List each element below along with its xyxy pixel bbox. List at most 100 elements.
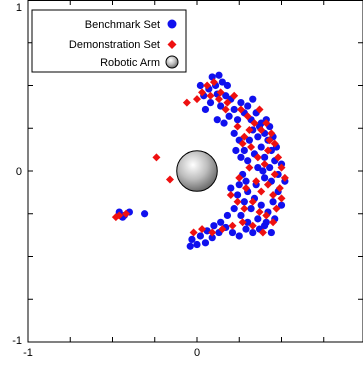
demonstration-point [275,184,284,193]
demonstration-point [252,177,261,186]
benchmark-point [230,105,238,114]
x-tick-label: -1 [23,347,33,359]
benchmark-point [266,163,274,172]
y-tick-label: 1 [16,2,22,14]
demonstration-point [165,175,174,184]
demonstration-point [223,98,232,107]
demonstration-point [255,208,264,217]
legend-label-demonstration: Demonstration Set [69,39,160,51]
benchmark-point [237,211,245,220]
benchmark-point [242,177,250,185]
benchmark-point [249,228,257,237]
benchmark-point [240,146,248,155]
demonstration-point [269,218,278,227]
benchmark-point [257,201,265,209]
demonstration-point [274,153,283,162]
legend-label-benchmark: Benchmark Set [85,19,160,31]
benchmark-point [217,218,225,226]
x-tick-label: 0 [194,347,200,359]
benchmark-point [269,198,277,206]
demonstration-point [260,160,269,169]
demonstration-point [240,132,249,141]
demonstration-point [208,228,217,237]
legend-marker-demonstration [167,40,177,49]
demonstration-point [152,153,161,162]
benchmark-point [235,181,243,189]
benchmark-point [141,210,149,218]
benchmark-point [233,116,242,124]
demonstration-point [206,91,215,100]
demonstration-point [236,105,245,114]
benchmark-point [230,129,238,137]
benchmark-point [244,157,252,165]
benchmark-point [196,81,204,90]
benchmark-point [262,218,270,226]
demonstration-point [250,119,259,128]
benchmark-point [237,153,245,161]
benchmark-point [254,163,262,172]
benchmark-point [249,95,257,103]
demonstration-point [198,88,207,97]
demonstration-point [280,173,289,182]
legend-marker-robotic-arm [165,55,179,69]
demonstration-point [228,221,237,230]
benchmark-point [257,143,265,151]
benchmark-point [233,191,242,199]
demonstration-point [240,204,249,213]
demonstration-point [248,197,257,206]
demonstration-point [216,88,225,97]
demonstration-point [242,184,251,193]
demonstration-point [221,105,230,114]
robotic-arm-sphere [176,150,218,192]
demonstration-point [189,228,198,237]
benchmark-point [186,242,194,250]
legend-box [31,9,187,73]
demonstration-point [262,119,271,128]
benchmark-point [188,235,196,243]
benchmark-point [244,102,252,110]
y-tick-label: -1 [12,335,22,347]
legend-label-robotic-arm: Robotic Arm [100,57,160,69]
demonstration-point [269,190,278,199]
benchmark-point [193,240,201,249]
demonstration-point [265,136,274,145]
benchmark-point [206,99,215,107]
benchmark-point [208,234,216,242]
y-tick-label: 0 [16,166,22,178]
demonstration-point [257,187,266,196]
demonstration-point [267,129,276,138]
demonstration-point [263,180,272,189]
benchmark-point [223,81,232,90]
demonstration-point [233,122,242,131]
demonstration-point [270,170,279,179]
demonstration-point [235,173,244,182]
demonstration-point [272,204,281,213]
benchmark-point [242,225,250,233]
demonstration-point [238,218,247,227]
benchmark-point [218,78,226,86]
demonstration-point [111,213,120,222]
benchmark-point [201,239,210,247]
demonstration-point [243,112,252,121]
legend-marker-benchmark [167,19,177,29]
demonstration-point [238,139,247,148]
demonstration-point [245,125,254,134]
demonstration-point [214,95,223,104]
benchmark-point [228,228,237,237]
demonstration-point [257,125,266,134]
benchmark-point [261,174,269,182]
demonstration-point [193,95,201,104]
demonstration-point [277,163,286,172]
benchmark-point [230,205,238,213]
benchmark-point [213,116,221,124]
demonstration-point [233,197,242,206]
demonstration-point [122,209,131,218]
demonstration-point [255,105,264,114]
benchmark-point [247,205,255,213]
demonstration-point [226,190,235,199]
benchmark-point [220,119,228,127]
demonstration-point [245,163,254,172]
benchmark-point [237,99,245,107]
